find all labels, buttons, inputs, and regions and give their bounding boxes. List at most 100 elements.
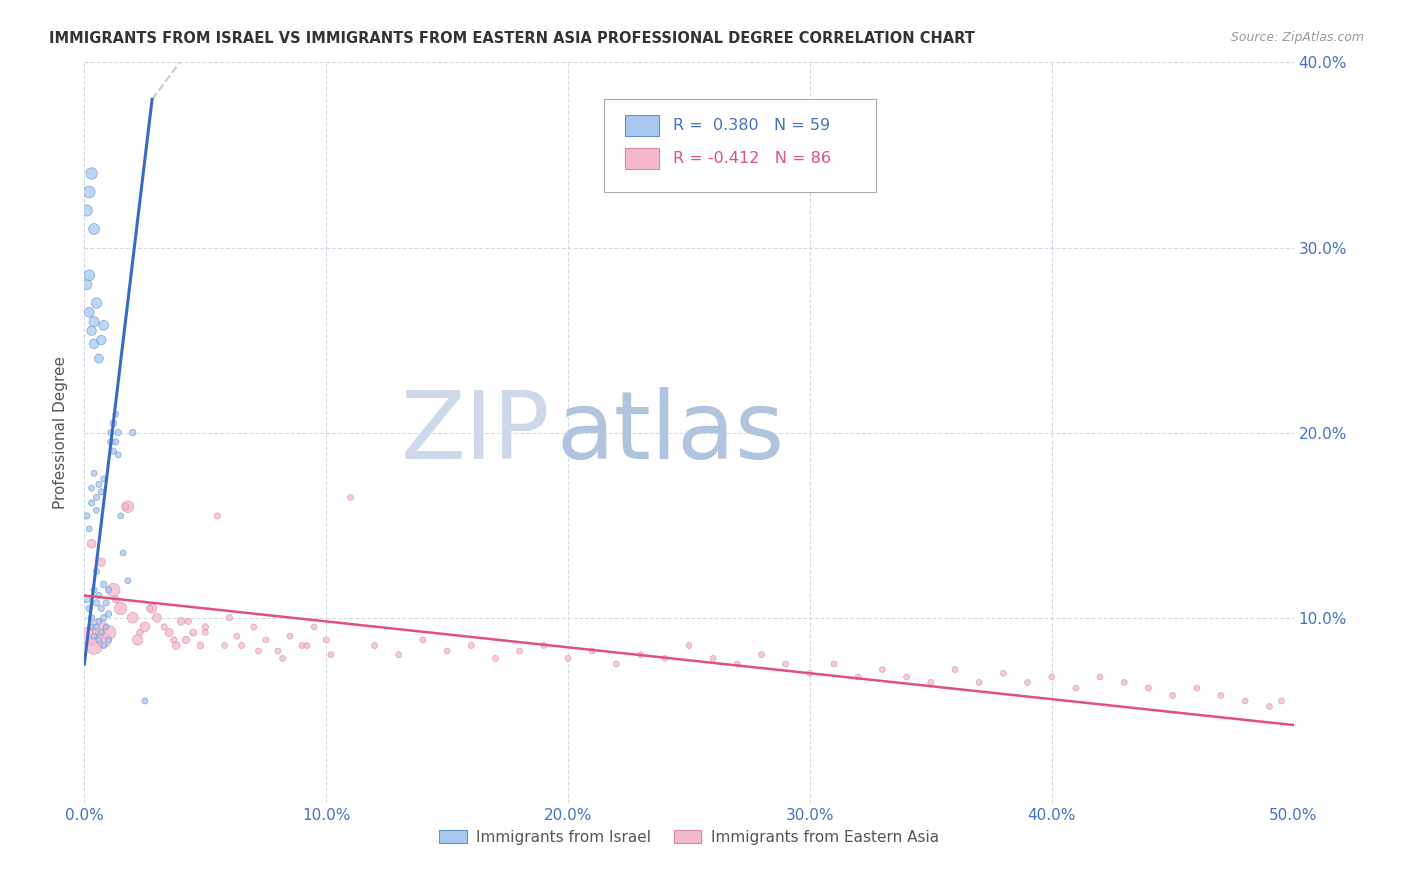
Point [141,601,163,615]
Point [967,675,990,690]
Point [129,625,152,640]
Point [799,666,821,681]
Point [993,666,1015,681]
Point [90,484,112,499]
Text: Source: ZipAtlas.com: Source: ZipAtlas.com [1230,31,1364,45]
Point [127,632,149,647]
Point [97,582,120,597]
Point [1017,675,1039,690]
Point [83,467,105,481]
Point [80,610,103,624]
Point [581,644,603,658]
Point [484,651,506,665]
Point [1114,675,1136,690]
Point [114,500,136,514]
Point [83,629,105,643]
Point [77,629,100,643]
Point [630,648,652,662]
Point [1234,694,1257,708]
Text: IMMIGRANTS FROM ISRAEL VS IMMIGRANTS FROM EASTERN ASIA PROFESSIONAL DEGREE CORRE: IMMIGRANTS FROM ISRAEL VS IMMIGRANTS FRO… [49,31,976,46]
Point [110,601,132,615]
Point [295,639,318,653]
Point [97,632,120,647]
Point [278,629,301,643]
Point [93,318,115,333]
Point [80,496,103,510]
Point [1270,694,1292,708]
Point [117,500,139,514]
Point [214,639,236,653]
Point [174,632,197,647]
Point [654,651,676,665]
Point [271,651,294,665]
Point [896,670,918,684]
Point [315,632,337,647]
Point [846,670,869,684]
Point [254,632,277,647]
Point [1258,699,1281,714]
Point [163,632,186,647]
Point [218,610,240,624]
Point [157,625,180,640]
Point [103,444,125,458]
Point [83,336,105,351]
Point [134,694,156,708]
Point [388,648,411,662]
Point [100,425,122,440]
Point [412,632,434,647]
Point [920,675,942,690]
Point [93,472,115,486]
Point [80,481,103,495]
Point [93,577,115,591]
Point [76,277,98,292]
Point [138,601,160,615]
Point [104,407,127,421]
Point [339,491,361,505]
Text: atlas: atlas [555,386,785,479]
Point [83,582,105,597]
Point [87,589,110,603]
Point [247,644,270,658]
Point [725,657,748,671]
Point [509,644,531,658]
Point [107,448,129,462]
Point [1088,670,1111,684]
Legend: Immigrants from Israel, Immigrants from Eastern Asia: Immigrants from Israel, Immigrants from … [433,823,945,851]
Point [83,314,105,328]
Point [104,592,127,607]
Point [76,592,98,607]
Point [90,625,112,640]
FancyBboxPatch shape [605,99,876,192]
Point [242,620,264,634]
Point [77,305,100,319]
Point [77,601,100,615]
Point [775,657,797,671]
FancyBboxPatch shape [624,148,659,169]
Point [103,582,125,597]
Point [87,615,110,629]
Point [104,434,127,449]
Text: ZIP: ZIP [401,386,550,479]
Point [194,625,217,640]
Point [86,565,108,579]
Point [87,477,110,491]
Point [1161,689,1184,703]
Point [267,644,290,658]
Point [87,620,110,634]
Point [153,620,176,634]
Point [86,491,108,505]
Point [80,620,103,634]
Point [117,574,139,588]
Point [165,639,187,653]
Point [110,508,132,523]
Point [93,639,115,653]
Point [86,503,108,517]
Point [1040,670,1063,684]
Point [1064,681,1087,695]
Point [134,620,156,634]
Point [83,639,105,653]
Point [107,425,129,440]
Point [90,333,112,347]
Point [90,601,112,615]
Point [76,508,98,523]
